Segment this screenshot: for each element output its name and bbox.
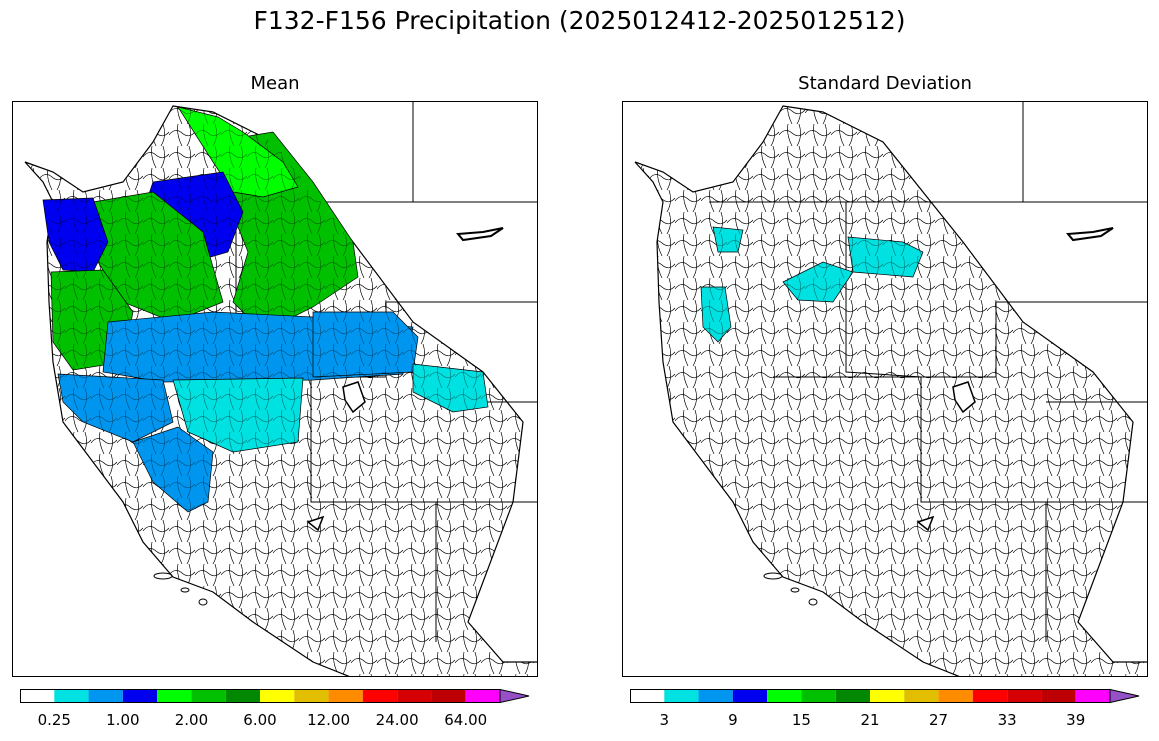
colorbar-tick-label: 2.00 <box>174 711 209 729</box>
colorbar-outline <box>630 689 1111 703</box>
sd-channel-islands <box>763 572 818 606</box>
sd-panel-title: Standard Deviation <box>798 73 972 94</box>
sd-map <box>622 101 1148 677</box>
colorbar-tick-label: 3 <box>659 711 670 729</box>
sd-map-canvas <box>634 102 1147 676</box>
colorbar-swatch <box>630 689 665 703</box>
colorbar-tick-label: 64.00 <box>444 711 488 729</box>
colorbar-swatch <box>328 689 363 703</box>
colorbar-swatch <box>870 689 905 703</box>
mean-colorbar <box>20 689 530 703</box>
lake-tahoe <box>455 227 504 242</box>
colorbar-tick-label: 21 <box>860 711 880 729</box>
colorbar-extend-arrow <box>499 689 530 703</box>
colorbar-swatch <box>294 689 329 703</box>
colorbar-outline <box>20 689 501 703</box>
colorbar-swatch <box>1075 689 1110 703</box>
colorbar-swatch <box>835 689 870 703</box>
colorbar-swatch <box>397 689 432 703</box>
colorbar-swatch <box>698 689 733 703</box>
colorbar-swatch <box>732 689 768 703</box>
salton-sea <box>306 515 325 532</box>
colorbar-swatch <box>1041 689 1076 703</box>
colorbar-swatch <box>801 689 836 703</box>
sd-lake-tahoe <box>1065 227 1114 242</box>
colorbar-tick-label: 12.00 <box>307 711 351 729</box>
great-salt-lake <box>342 381 366 414</box>
colorbar-swatch <box>157 689 192 703</box>
channel-islands <box>153 572 208 606</box>
colorbar-swatch <box>20 689 55 703</box>
colorbar-swatch <box>362 689 398 703</box>
colorbar-swatch <box>54 689 89 703</box>
colorbar-swatch <box>904 689 939 703</box>
colorbar-swatch <box>1007 689 1042 703</box>
colorbar-swatch <box>260 689 295 703</box>
colorbar-tick-label: 0.25 <box>37 711 71 729</box>
colorbar-tick-label: 24.00 <box>375 711 419 729</box>
mean-panel-title: Mean <box>250 73 300 94</box>
sd-colorbar <box>630 689 1140 703</box>
colorbar-tick-label: 15 <box>791 711 811 729</box>
colorbar-swatch <box>972 689 1008 703</box>
figure-title: F132-F156 Precipitation (2025012412-2025… <box>253 6 906 35</box>
colorbar-swatch <box>191 689 226 703</box>
colorbar-swatch <box>431 689 466 703</box>
mean-map <box>12 101 538 677</box>
colorbar-swatch <box>122 689 158 703</box>
colorbar-swatch <box>225 689 260 703</box>
colorbar-swatch <box>664 689 699 703</box>
colorbar-swatch <box>88 689 123 703</box>
colorbar-tick-label: 1.00 <box>106 711 140 729</box>
colorbar-extend-arrow <box>1109 689 1140 703</box>
colorbar-tick-label: 33 <box>997 711 1017 729</box>
sd-great-salt-lake <box>952 381 976 414</box>
colorbar-swatch <box>938 689 973 703</box>
colorbar-tick-label: 27 <box>929 711 949 729</box>
colorbar-swatch <box>465 689 500 703</box>
colorbar-tick-label: 39 <box>1066 711 1086 729</box>
colorbar-tick-label: 9 <box>728 711 738 729</box>
colorbar-tick-label: 6.00 <box>243 711 277 729</box>
colorbar-swatch <box>767 689 802 703</box>
mean-map-canvas <box>24 102 537 676</box>
sd-salton-sea <box>916 515 935 532</box>
